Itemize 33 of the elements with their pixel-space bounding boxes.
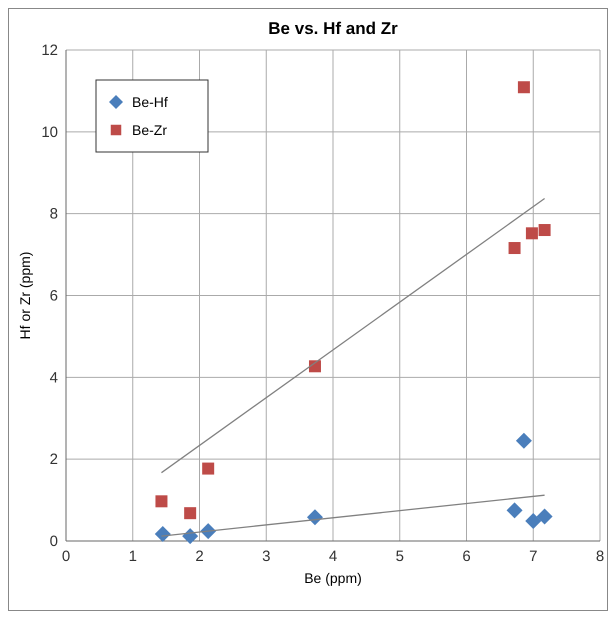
point [202, 462, 214, 475]
y-axis-title: Hf or Zr (ppm) [17, 252, 33, 340]
x-tick-label: 5 [396, 548, 404, 565]
point [538, 224, 551, 236]
y-tick-label: 12 [41, 42, 58, 59]
x-axis-title: Be (ppm) [304, 570, 362, 586]
point [518, 81, 530, 94]
point [184, 507, 196, 520]
x-tick-label: 7 [529, 548, 538, 565]
point [155, 495, 168, 508]
point [506, 502, 523, 518]
legend-label: Be-Zr [132, 122, 168, 138]
point [536, 508, 553, 524]
legend-label: Be-Hf [132, 94, 168, 110]
x-tick-label: 3 [262, 548, 270, 565]
point [516, 432, 532, 449]
y-tick-label: 0 [50, 533, 58, 550]
x-tick-label: 6 [462, 548, 471, 565]
y-tick-label: 4 [50, 369, 58, 386]
x-tick-label: 0 [62, 548, 70, 565]
y-tick-label: 2 [50, 451, 58, 468]
point [526, 227, 538, 240]
point [525, 512, 542, 529]
point [508, 242, 521, 254]
y-tick-label: 6 [50, 288, 58, 304]
x-tick-label: 2 [195, 548, 204, 565]
x-tick-label: 1 [128, 548, 137, 565]
x-tick-label: 4 [328, 548, 338, 565]
x-tick-label: 8 [596, 548, 604, 565]
y-tick-label: 8 [50, 206, 58, 223]
point [154, 526, 171, 542]
chart-title: Be vs. Hf and Zr [268, 19, 398, 38]
y-tick-label: 10 [41, 124, 58, 141]
